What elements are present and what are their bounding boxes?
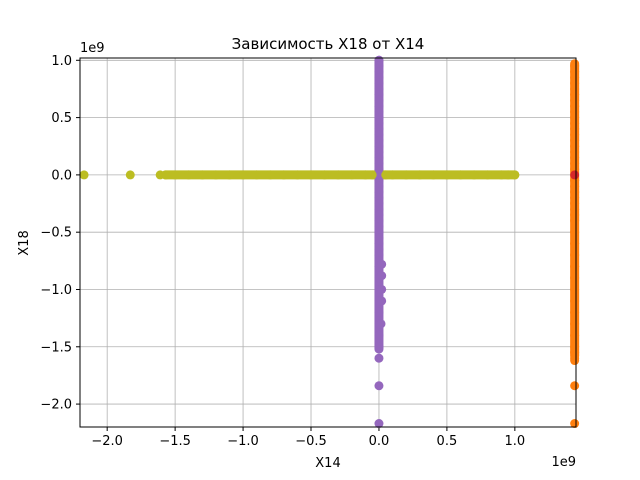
scatter-point [333, 170, 343, 180]
scatter-point [377, 284, 387, 294]
scatter-point [570, 239, 580, 249]
scatter-point [360, 170, 370, 180]
scatter-point [292, 170, 302, 180]
scatter-point [570, 419, 580, 429]
axis-ticks: −2.0 −1.5 −1.0 −0.5 0.0 0.5 1.0 1.0 0.5 0.0 −0.5 −1… [40, 54, 525, 449]
scatter-point [161, 170, 171, 180]
scatter-point [374, 330, 384, 340]
scatter-point [238, 170, 248, 180]
scatter-point [306, 170, 316, 180]
scatter-points [79, 55, 580, 429]
scatter-point [376, 319, 386, 329]
scatter-point [415, 170, 425, 180]
x-tick-label: −1.5 [159, 434, 191, 449]
scatter-point [377, 259, 387, 269]
scatter-point [374, 342, 384, 352]
x-tick-label: 1.0 [505, 434, 526, 449]
scatter-point [224, 170, 234, 180]
scatter-point [374, 307, 384, 317]
scatter-point [79, 170, 89, 180]
scatter-point [510, 170, 520, 180]
scatter-point [469, 170, 479, 180]
scatter-point [496, 170, 506, 180]
scatter-point [367, 170, 377, 180]
scatter-point [374, 381, 384, 391]
scatter-point [388, 170, 398, 180]
scatter-point [374, 353, 384, 363]
chart-title: Зависимость X18 от X14 [232, 35, 425, 53]
scatter-point [252, 170, 262, 180]
x-tick-label: 0.0 [369, 434, 390, 449]
scatter-point [570, 330, 580, 340]
y-offset-text: 1e9 [80, 41, 105, 56]
scatter-point [570, 216, 580, 226]
scatter-point [374, 419, 384, 429]
scatter-point [570, 273, 580, 283]
y-tick-label: −1.5 [40, 340, 72, 355]
y-tick-label: −0.5 [40, 226, 72, 241]
y-tick-label: 0.5 [51, 111, 72, 126]
scatter-point [279, 170, 289, 180]
scatter-point [455, 170, 465, 180]
scatter-point [381, 170, 391, 180]
scatter-point [570, 262, 580, 272]
scatter-point [401, 170, 411, 180]
x-tick-label: 0.5 [437, 434, 458, 449]
x-axis-label: X14 [315, 456, 340, 471]
scatter-point [570, 170, 580, 180]
y-axis-label: X18 [17, 230, 32, 255]
x-tick-label: −0.5 [295, 434, 327, 449]
y-tick-label: −1.0 [40, 283, 72, 298]
x-tick-label: −2.0 [91, 434, 123, 449]
scatter-point [570, 250, 580, 260]
scatter-point [170, 170, 180, 180]
y-tick-label: 0.0 [51, 168, 72, 183]
scatter-point [570, 356, 580, 366]
plot-frame [79, 57, 577, 428]
scatter-point [184, 170, 194, 180]
scatter-point [197, 170, 207, 180]
x-offset-text: 1e9 [551, 455, 576, 470]
scatter-point [570, 319, 580, 329]
grid [80, 58, 576, 427]
scatter-point [211, 170, 221, 180]
scatter-point [442, 170, 452, 180]
y-tick-label: 1.0 [51, 54, 72, 69]
scatter-point [377, 271, 387, 281]
scatter-point [570, 284, 580, 294]
scatter-point [483, 170, 493, 180]
scatter-point [570, 296, 580, 306]
scatter-point [377, 296, 387, 306]
scatter-point [503, 170, 513, 180]
scatter-point [125, 170, 135, 180]
scatter-point [320, 170, 330, 180]
scatter-point [428, 170, 438, 180]
scatter-point [570, 381, 580, 391]
scatter-point [347, 170, 357, 180]
y-tick-label: −2.0 [40, 398, 72, 413]
scatter-point [265, 170, 275, 180]
scatter-point [570, 227, 580, 237]
scatter-point [570, 307, 580, 317]
x-tick-label: −1.0 [227, 434, 259, 449]
